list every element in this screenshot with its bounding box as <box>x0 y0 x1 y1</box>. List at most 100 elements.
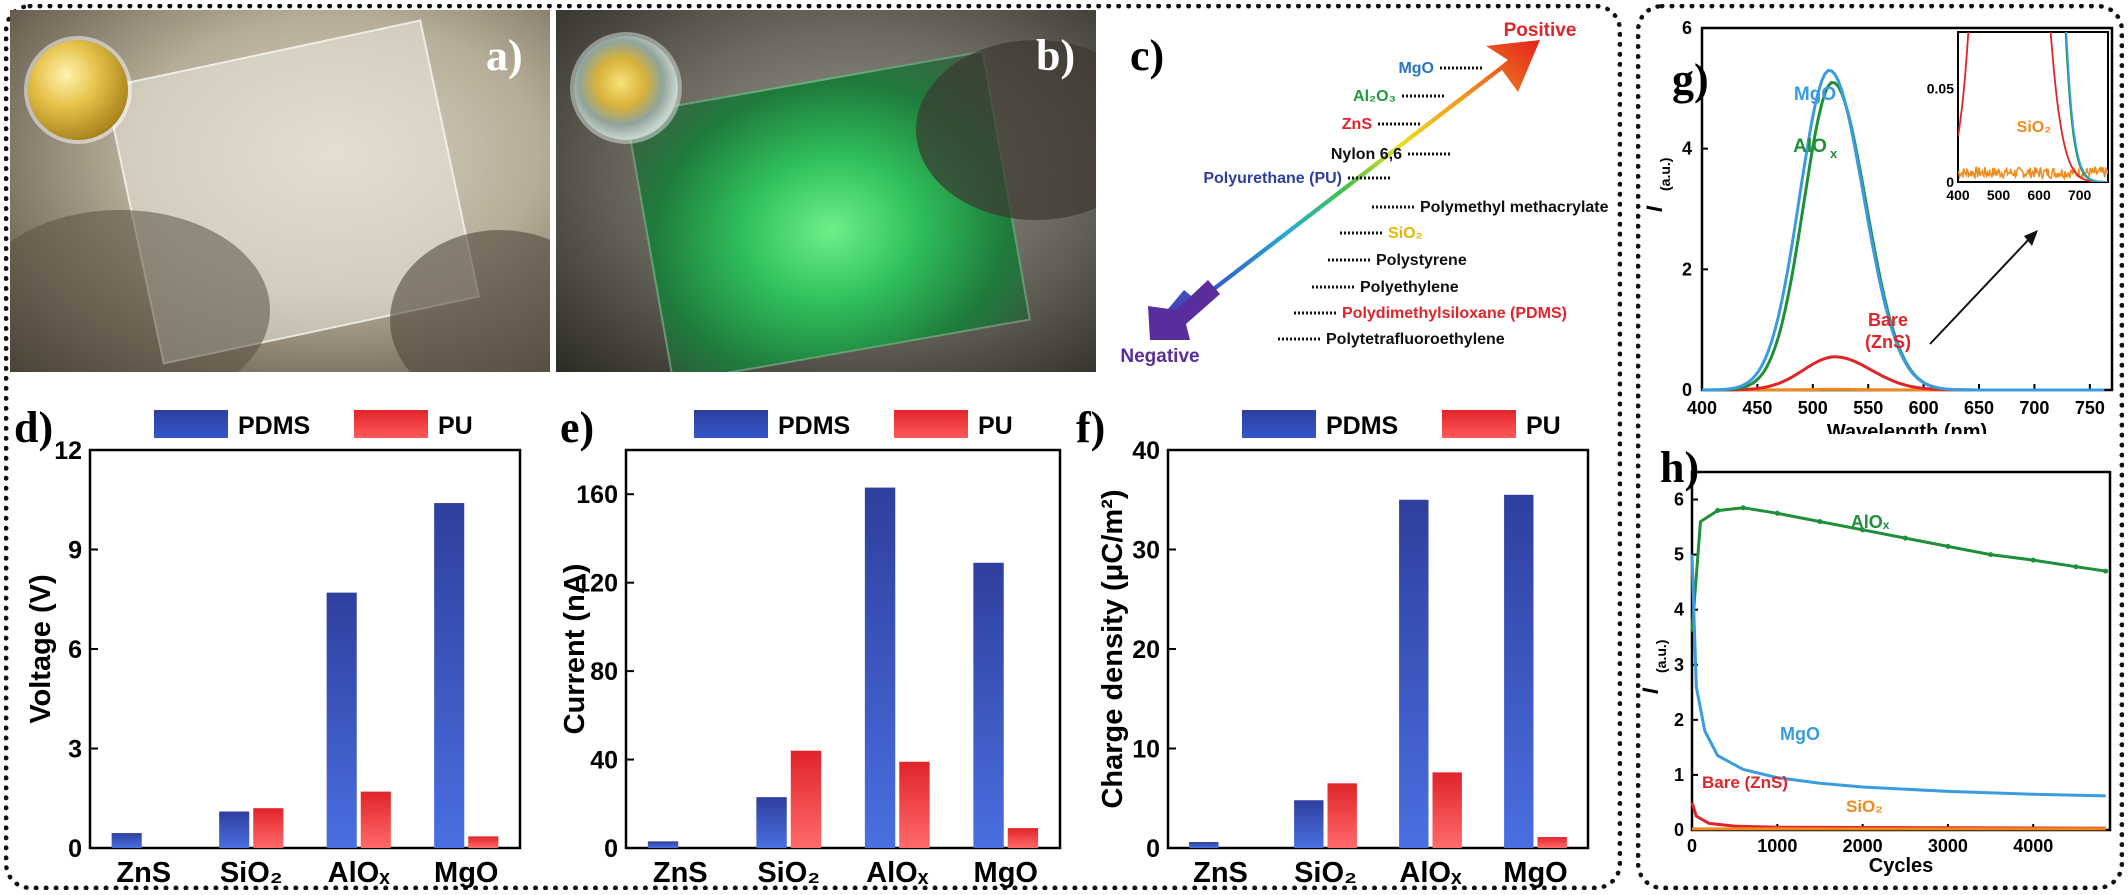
x-tick-label: ZnS <box>1193 857 1248 889</box>
alox-marker <box>2030 557 2036 563</box>
bar-pdms-2 <box>1399 499 1429 848</box>
legend: PDMS PU <box>1242 410 1561 440</box>
bar-pu-2 <box>899 761 930 848</box>
panel-label-b: b) <box>1036 31 1076 80</box>
bar-pu-1 <box>790 750 822 848</box>
inset-label-sio2: SiO₂ <box>2017 119 2052 136</box>
y-tick-label: 0 <box>68 835 82 863</box>
zns-particle-icon <box>28 40 128 140</box>
y-tick-label: 12 <box>54 437 82 465</box>
bar-pu-1 <box>1327 783 1357 848</box>
series-label-10: Polytetrafluoroethylene <box>1326 331 1505 348</box>
x-axis-label: Cycles <box>1869 855 1934 877</box>
bar-pu-3 <box>1537 837 1567 848</box>
legend-label-pdms: PDMS <box>238 412 310 440</box>
panel-label-e: e) <box>560 403 595 452</box>
x-tick-label: 700 <box>2019 398 2049 418</box>
bar-pdms-0 <box>1189 842 1219 848</box>
bar-pu-3 <box>1007 828 1039 848</box>
y-tick-label: 3 <box>1674 655 1684 675</box>
voltage-bar-chart: PDMS PU 0 3 6 9 12 Voltage (V) ZnS SiO₂ AlOₓ MgO <box>25 410 522 889</box>
y-axis-label: Charge density (μC/m²) <box>1100 489 1129 808</box>
x-tick-label: 450 <box>1742 398 1772 418</box>
inset-x-tick-label: 600 <box>2027 187 2051 203</box>
series-label-0: MgO <box>1398 60 1434 77</box>
label-mgo: MgO <box>1794 84 1836 105</box>
y-axis-unit: (a.u.) <box>1653 640 1669 673</box>
left-figure-frame <box>4 4 1622 890</box>
y-tick-label: 40 <box>1132 437 1160 465</box>
y-tick-label: 2 <box>1682 259 1692 279</box>
panel-label-d: d) <box>14 403 54 452</box>
y-tick-label: 1 <box>1674 765 1684 785</box>
label-alox-subscript: x <box>1830 146 1838 161</box>
label-alox: AlOₓ <box>1851 512 1890 532</box>
inset-y-tick-label: 0 <box>1946 174 1954 190</box>
series-label-9: Polydimethylsiloxane (PDMS) <box>1342 305 1567 322</box>
bar-pdms-3 <box>434 503 465 848</box>
x-tick-label: AlOₓ <box>1399 857 1462 889</box>
y-tick-label: 20 <box>1132 636 1160 664</box>
y-tick-label: 0 <box>1682 380 1692 400</box>
alox-marker <box>1774 510 1780 516</box>
core-shell-particle-icon <box>574 36 678 140</box>
inset-series-mgo <box>2065 32 2108 182</box>
x-tick-label: SiO₂ <box>1294 857 1357 889</box>
series-line-barezns <box>1690 802 2106 830</box>
bar-pdms-3 <box>1504 494 1534 848</box>
x-tick-label: 500 <box>1798 398 1828 418</box>
alox-marker <box>1817 519 1823 525</box>
label-zns: (ZnS) <box>1865 332 1911 352</box>
x-tick-label: 600 <box>1909 398 1939 418</box>
bar-pdms-2 <box>864 487 896 848</box>
panel-label-c: c) <box>1130 31 1165 80</box>
zoom-arrowhead <box>2024 230 2038 246</box>
legend-swatch-pu <box>894 410 968 438</box>
positive-label: Positive <box>1504 20 1577 41</box>
y-axis-label: Voltage (V) <box>25 574 57 723</box>
legend: PDMS PU <box>694 410 1013 440</box>
alox-marker <box>1902 535 1908 541</box>
y-axis-label: I <box>1640 687 1663 694</box>
y-tick-label: 6 <box>1674 490 1684 510</box>
bar-pdms-1 <box>756 797 787 848</box>
x-tick-label: 4000 <box>2013 836 2053 856</box>
legend-swatch-pu <box>354 410 428 438</box>
legend-label-pdms: PDMS <box>778 412 850 440</box>
series-label-4: Polyurethane (PU) <box>1203 170 1342 187</box>
y-tick-label: 0 <box>1674 820 1684 840</box>
legend-label-pu: PU <box>438 412 473 440</box>
label-bare: Bare (ZnS) <box>1702 773 1788 792</box>
panel-label-f: f) <box>1076 403 1106 452</box>
legend: PDMS PU <box>154 410 473 440</box>
series-label-8: Polyethylene <box>1360 279 1459 296</box>
x-tick-label: 650 <box>1964 398 1994 418</box>
panel-label-a: a) <box>486 31 523 80</box>
legend-swatch-pdms <box>154 410 228 438</box>
series-line-alox <box>1690 506 2106 632</box>
inset-x-tick-label: 400 <box>1946 187 1970 203</box>
x-tick-label: MgO <box>434 857 498 889</box>
photo-b-coated-particle-film-glowing <box>556 10 1096 372</box>
y-axis-label: I <box>1642 205 1667 212</box>
inset-x-tick-label: 500 <box>1987 187 2011 203</box>
legend-label-pdms: PDMS <box>1326 412 1398 440</box>
y-axis-unit: (a.u.) <box>1657 158 1673 191</box>
pl-cycles-chart: 0 1000 2000 3000 4000 0 1 2 3 4 5 6 Cycles I (a.u.) AlO… <box>1640 470 2112 877</box>
bar-pdms-1 <box>1294 800 1324 848</box>
y-tick-label: 4 <box>1682 139 1692 159</box>
inset-plot-area <box>1958 32 2108 182</box>
alox-marker <box>1988 552 1994 558</box>
inset-series-sio2 <box>1958 165 2108 182</box>
alox-marker <box>2103 568 2109 574</box>
y-tick-label: 2 <box>1674 710 1684 730</box>
y-tick-label: 6 <box>1682 18 1692 38</box>
series-label-6: SiO₂ <box>1388 225 1423 242</box>
bar-pdms-2 <box>326 592 357 848</box>
label-mgo: MgO <box>1780 724 1820 744</box>
current-bar-chart: PDMS PU 0 40 80 120 160 Current (nA) ZnS SiO₂ AlOₓ… <box>560 410 1062 889</box>
y-tick-label: 10 <box>1132 736 1160 764</box>
x-tick-label: ZnS <box>653 857 708 889</box>
x-tick-label: AlOₓ <box>328 857 391 889</box>
x-tick-label: MgO <box>1503 857 1567 889</box>
